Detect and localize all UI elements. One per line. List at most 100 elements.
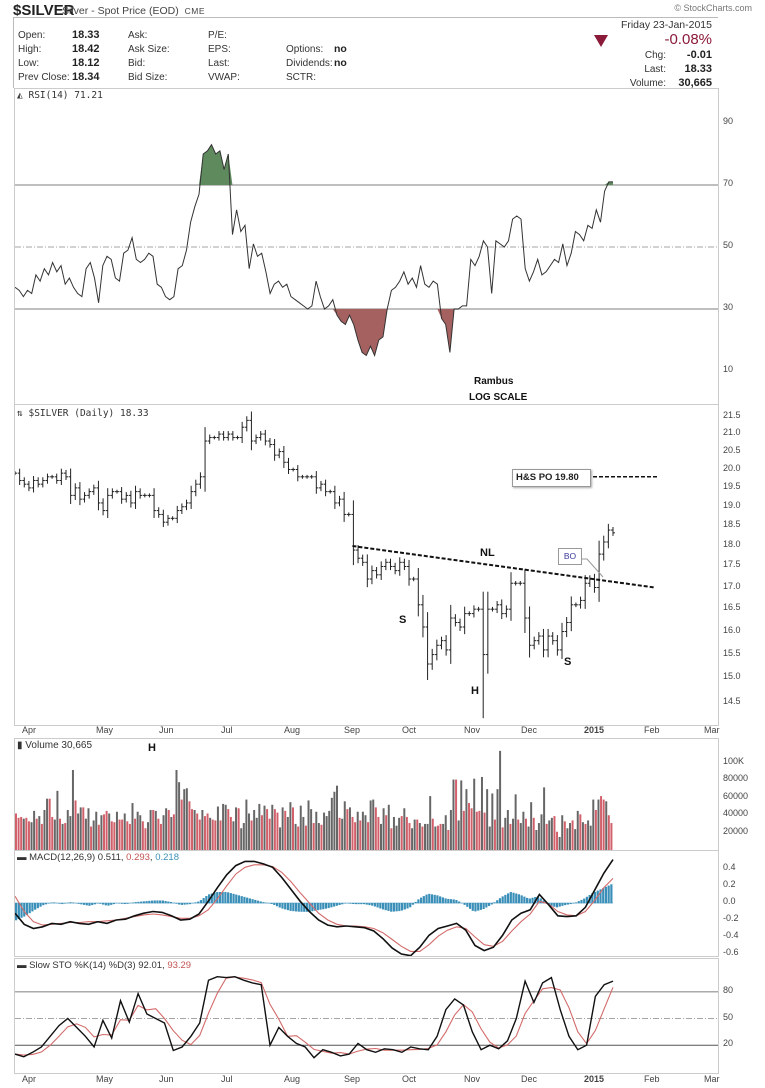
price-chart — [15, 411, 657, 719]
y-tick-label: 21.5 — [723, 410, 741, 420]
quote-field-label: VWAP: — [208, 72, 240, 83]
y-tick-label: 80 — [723, 984, 734, 995]
y-tick-label: 0.0 — [723, 896, 736, 906]
rsi-chart — [15, 143, 718, 357]
quote-field-value: 18.12 — [72, 57, 100, 69]
rsi-panel: ◭ RSI(14) 71.21 Rambus LOG SCALE — [14, 88, 719, 406]
change-percent: -0.08% — [664, 31, 712, 48]
y-tick-label: 0.2 — [723, 879, 736, 889]
macd-panel-title: ▬ MACD(12,26,9) 0.511, 0.293, 0.218 — [17, 852, 179, 863]
quote-summary-right: Friday 23-Jan-2015 -0.08% Chg: -0.01 Last:… — [578, 18, 718, 89]
quote-field-value: no — [334, 43, 347, 55]
quote-field-value: 18.33 — [72, 29, 100, 41]
volume-panel-title: ▮ Volume 30,665 — [17, 740, 93, 751]
macd-y-axis: 0.4 0.2 0.0 -0.2 -0.4 -0.6 — [717, 850, 765, 957]
symbol-description: Silver - Spot Price (EOD) CME — [62, 5, 205, 17]
volume-y-axis: 100K 80000 60000 40000 20000 — [717, 738, 765, 850]
x-tick-label: Mar — [704, 725, 720, 735]
quote-field-label: EPS: — [208, 44, 231, 55]
macd-label: MACD(12,26,9) — [29, 852, 98, 863]
y-tick-label: 21.0 — [723, 427, 741, 438]
y-tick-label: 100K — [723, 756, 745, 767]
y-tick-label: 14.5 — [723, 696, 741, 706]
price-panel-title: ⇅ $SILVER (Daily) 18.33 — [17, 408, 149, 419]
x-tick-label: Apr — [22, 725, 37, 735]
x-tick-label: Jul — [221, 1074, 233, 1084]
y-tick-label: 60000 — [723, 790, 749, 801]
quote-field-label: High: — [18, 44, 42, 55]
date-axis-bottom: Apr May Jun Jul Aug Sep Oct Nov Dec 2015 Feb Mar — [14, 1073, 720, 1087]
x-tick-label: Feb — [644, 725, 660, 735]
price-y-axis: 21.5 21.0 20.5 20.0 19.5 19.0 18.5 18.0 17.5 17.0… — [717, 404, 765, 724]
x-tick-label: 2015 — [584, 1074, 605, 1084]
y-tick-label: 16.0 — [723, 624, 741, 635]
y-tick-label: 19.0 — [723, 499, 741, 510]
y-tick-label: 40000 — [723, 808, 749, 819]
quote-field-label: Prev Close: — [18, 72, 70, 83]
y-tick-label: 20 — [723, 1038, 734, 1049]
x-tick-label: Nov — [464, 725, 481, 735]
left-shoulder-label: S — [399, 614, 407, 626]
quote-field-label: Volume: — [629, 78, 666, 89]
y-tick-label: 30 — [723, 302, 734, 312]
price-panel: ⇅ $SILVER (Daily) 18.33 H&S PO 19.80 NL … — [14, 404, 719, 726]
y-tick-label: 19.5 — [723, 480, 741, 491]
x-tick-label: Oct — [402, 1074, 417, 1084]
down-triangle-icon — [594, 35, 608, 47]
y-tick-label: -0.2 — [723, 913, 739, 923]
date-axis-top: Apr May Jun Jul Aug Sep Oct Nov Dec 2015 Feb Mar — [14, 724, 720, 738]
x-tick-label: Dec — [521, 1074, 538, 1084]
x-tick-label: Mar — [704, 1074, 720, 1084]
quote-date: Friday 23-Jan-2015 — [620, 19, 712, 31]
y-tick-label: 80000 — [723, 773, 749, 784]
y-tick-label: 50 — [723, 240, 734, 250]
x-tick-label: Aug — [284, 725, 301, 735]
stockcharts-brand: © StockCharts.com — [674, 3, 752, 13]
x-tick-label: Sep — [344, 1074, 361, 1084]
quote-field-value: 18.33 — [684, 63, 712, 75]
quote-field-label: Last: — [644, 64, 666, 75]
quote-summary-box: Open: 18.33 High: 18.42 Low: 18.12 Prev Close:… — [13, 17, 718, 89]
breakout-callout: BO — [558, 548, 582, 565]
rsi-y-axis: 90 70 50 30 10 — [717, 88, 765, 404]
y-tick-label: -0.6 — [723, 947, 739, 957]
price-bars-icon: ⇅ — [17, 408, 23, 419]
quote-field-label: Open: — [18, 30, 46, 41]
stochastic-panel: ▬ Slow STO %K(14) %D(3) 92.01, 93.29 — [14, 958, 719, 1074]
stochastic-panel-title: ▬ Slow STO %K(14) %D(3) 92.01, 93.29 — [17, 960, 192, 971]
volume-icon: ▮ — [17, 740, 23, 751]
exchange-label: CME — [184, 6, 206, 16]
stochastic-y-axis: 80 50 20 — [717, 958, 765, 1072]
x-tick-label: Aug — [284, 1074, 301, 1084]
x-tick-label: Jul — [221, 725, 233, 735]
y-tick-label: 20.0 — [723, 462, 741, 473]
y-tick-label: 50 — [723, 1011, 734, 1022]
quote-field-label: Dividends: — [286, 58, 333, 69]
y-tick-label: 20.5 — [723, 444, 741, 455]
x-tick-label: 2015 — [584, 725, 605, 735]
symbol-title: $SILVER — [13, 2, 75, 19]
y-tick-label: 15.5 — [723, 647, 741, 658]
y-tick-label: 17.0 — [723, 580, 741, 591]
quote-field-label: Bid Size: — [128, 72, 168, 83]
quote-field-label: Ask: — [128, 30, 148, 41]
y-tick-label: 70 — [723, 178, 734, 188]
description-text: Silver - Spot Price (EOD) — [62, 5, 179, 17]
quote-field-value: 30,665 — [678, 77, 712, 89]
x-tick-label: Oct — [402, 725, 417, 735]
quote-field-label: Options: — [286, 44, 324, 55]
quote-field-label: P/E: — [208, 30, 227, 41]
y-tick-label: 18.5 — [723, 519, 741, 530]
macd-line-icon: ▬ — [17, 852, 27, 863]
y-tick-label: 17.5 — [723, 559, 741, 570]
quote-field-value: 18.34 — [72, 71, 100, 83]
quote-field-label: Ask Size: — [128, 44, 170, 55]
sto-label: Slow STO %K(14) %D(3) — [29, 960, 139, 971]
rambus-label: Rambus — [474, 376, 514, 387]
y-tick-label: -0.4 — [723, 930, 739, 940]
quote-field-label: SCTR: — [286, 72, 316, 83]
head-label: H — [471, 685, 479, 697]
x-tick-label: Jun — [159, 1074, 174, 1084]
rsi-panel-title: ◭ RSI(14) 71.21 — [17, 90, 103, 101]
quote-field-label: Bid: — [128, 58, 146, 69]
